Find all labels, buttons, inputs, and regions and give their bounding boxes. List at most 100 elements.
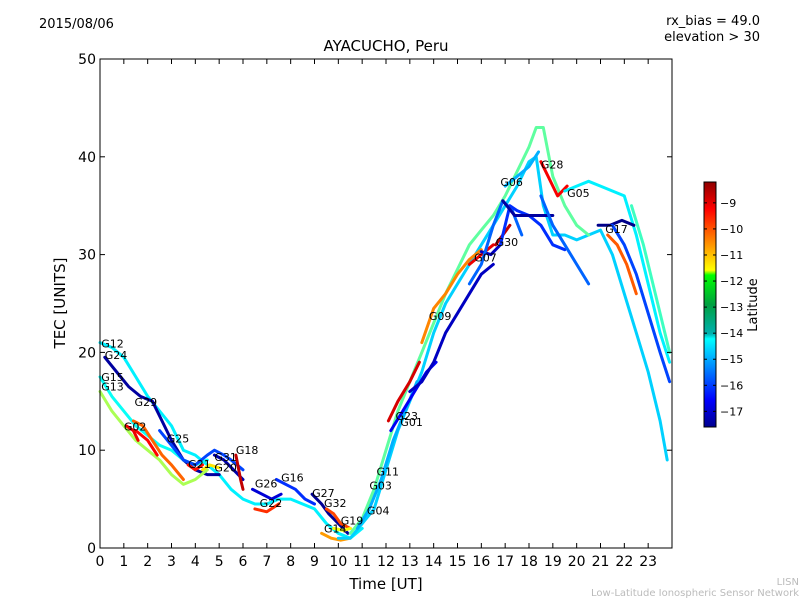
series-line-g12 (98, 341, 364, 540)
prn-label: G30 (496, 236, 519, 249)
prn-label: G25 (167, 432, 190, 445)
prn-label: G29 (135, 396, 158, 409)
series-line-g29 (131, 419, 185, 481)
prn-label: G09 (429, 310, 452, 323)
series-line-g06b (503, 150, 540, 188)
footer-lisn: LISN (776, 577, 799, 588)
x-tick-label: 12 (377, 554, 395, 570)
prn-label: G16 (281, 471, 304, 484)
x-ticks: 0 1 2 3 4 5 6 7 8 9 10 11 12 13 14 15 16 17 18 19 20 21 22 23 (96, 59, 657, 570)
series-line-g21 (186, 463, 204, 472)
series-line-g02b (134, 429, 159, 457)
colorbar-tick-label: −12 (720, 275, 743, 288)
x-tick-label: 15 (449, 554, 467, 570)
x-tick-label: 19 (544, 554, 562, 570)
x-tick-label: 4 (191, 554, 200, 570)
x-tick-label: 0 (96, 554, 105, 570)
prn-label: G12 (101, 338, 124, 351)
chart-title: AYACUCHO, Peru (323, 37, 449, 55)
series-line-g25 (158, 429, 245, 472)
prn-label: G15 (101, 371, 124, 384)
footer-network: Low-Latitude Ionospheric Sensor Network (591, 588, 799, 599)
series-line-g09b (408, 262, 495, 393)
series-line-g22 (253, 502, 281, 514)
prn-label: G13 (101, 381, 124, 394)
x-tick-label: 18 (520, 554, 538, 570)
x-tick-label: 21 (592, 554, 610, 570)
x-tick-label: 8 (286, 554, 295, 570)
prn-label: G02 (124, 421, 147, 434)
colorbar-ticks: −9 −10 −11 −12 −13 −14 −15 −16 −17 (704, 197, 743, 418)
x-tick-label: 14 (425, 554, 443, 570)
colorbar-tick-label: −17 (720, 405, 743, 418)
prn-label: G05 (567, 187, 590, 200)
prn-label: G01 (400, 416, 423, 429)
colorbar-tick-label: −15 (720, 353, 743, 366)
prn-label: G03 (369, 479, 392, 492)
x-tick-label: 6 (239, 554, 248, 570)
series-line-g06d (501, 199, 555, 217)
x-tick-label: 22 (615, 554, 633, 570)
prn-label: G20 (214, 462, 237, 475)
x-tick-label: 2 (143, 554, 152, 570)
colorbar-tick-label: −14 (720, 327, 743, 340)
series-line-g17d (630, 204, 672, 354)
prn-label: G04 (367, 505, 390, 518)
series-line-g05b (539, 194, 591, 286)
prn-label: G22 (260, 497, 283, 510)
x-tick-label: 5 (215, 554, 224, 570)
prn-label: G28 (541, 159, 564, 172)
prn-label: G26 (255, 477, 278, 490)
series-line-g28 (539, 160, 569, 198)
x-tick-label: 9 (310, 554, 319, 570)
series-line-g24 (103, 355, 221, 477)
date-label: 2015/08/06 (39, 17, 114, 32)
series-line-g23 (386, 360, 421, 423)
prn-label: G32 (324, 497, 347, 510)
prn-label: G24 (105, 349, 128, 362)
series-line-g32 (324, 507, 352, 530)
prn-label: G17 (605, 223, 628, 236)
colorbar: Latitude −9 −10 −11 −12 −13 −14 −15 −16 −17 (703, 181, 761, 428)
y-tick-label: 50 (78, 52, 96, 68)
prn-label: G21 (188, 458, 211, 471)
series-line-g09 (420, 248, 483, 345)
series-line-g17b (606, 233, 638, 296)
y-tick-label: 20 (78, 345, 96, 361)
x-tick-label: 17 (496, 554, 514, 570)
x-tick-label: 3 (167, 554, 176, 570)
series-line-g16 (274, 478, 316, 506)
series-line-g05 (563, 179, 672, 364)
colorbar-tick-label: −13 (720, 301, 743, 314)
colorbar-tick-label: −11 (720, 249, 743, 262)
y-tick-label: 0 (87, 541, 96, 557)
prn-label: G19 (341, 515, 364, 528)
prn-label: G07 (474, 251, 497, 264)
y-tick-label: 10 (78, 443, 96, 459)
x-tick-label: 11 (353, 554, 371, 570)
elevation-label: elevation > 30 (664, 30, 760, 45)
x-tick-label: 7 (262, 554, 271, 570)
x-tick-label: 10 (329, 554, 347, 570)
prn-label: G06 (500, 176, 523, 189)
prn-label: G14 (324, 522, 347, 535)
series-layer (98, 126, 672, 542)
x-tick-label: 1 (119, 554, 128, 570)
x-tick-label: 20 (568, 554, 586, 570)
colorbar-label: Latitude (746, 278, 761, 332)
series-line-g26 (251, 487, 283, 501)
colorbar-gradient (703, 181, 717, 428)
series-line-g17c (610, 223, 672, 384)
prn-label: G27 (312, 487, 335, 500)
series-line-g18 (234, 453, 245, 491)
colorbar-tick-label: −9 (720, 197, 736, 210)
y-tick-label: 30 (78, 248, 96, 264)
series-line-g17 (596, 218, 636, 227)
colorbar-tick-label: −16 (720, 379, 743, 392)
series-line-g07 (467, 243, 495, 266)
x-tick-label: 23 (639, 554, 657, 570)
x-tick-label: 13 (401, 554, 419, 570)
prn-label: G18 (236, 444, 259, 457)
